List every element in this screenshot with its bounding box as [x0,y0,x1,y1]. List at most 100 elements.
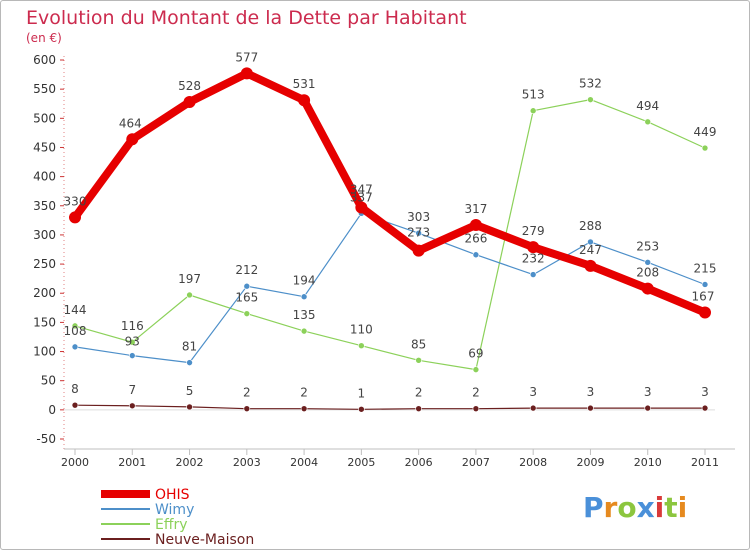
data-point [186,403,193,411]
y-tick-label: 150 [33,315,56,329]
series-line-ohis [71,69,707,317]
data-point [71,343,79,351]
legend-label: Wimy [155,502,194,518]
data-point [300,327,308,335]
proxiti-logo: Proxiti [583,491,687,524]
data-label: 513 [522,88,545,102]
data-point [186,291,193,299]
y-tick-label: -50 [36,432,56,446]
y-tick-label: 250 [33,257,56,271]
data-point [527,241,540,254]
x-tick-label: 2005 [347,456,375,469]
data-point [71,322,79,330]
data-point [472,405,480,412]
x-tick-label: 2008 [519,456,547,469]
data-point [644,259,652,266]
x-tick-label: 2001 [118,456,146,469]
y-tick-label: 550 [33,82,56,96]
y-tick-label: 400 [33,170,56,184]
axes: -50 0 50 100 150 200 250 300 350 400 450 500 550 600 2… [33,53,735,469]
y-tick-label: 500 [33,111,56,125]
data-label: 288 [579,219,602,233]
chart-title: Evolution du Montant de la Dette par Hab… [26,7,467,29]
data-label: 2 [415,386,423,400]
data-point [587,96,594,103]
data-point [183,95,196,108]
data-point [472,251,480,259]
data-point [469,219,482,232]
x-tick-label: 2007 [462,456,490,469]
x-tick-label: 2011 [691,456,719,469]
legend-label: Effry [155,517,188,533]
data-label: 194 [293,274,316,288]
y-tick-label: 200 [33,286,56,300]
data-label: 2 [472,386,480,400]
data-point [126,133,139,146]
x-tick-label: 2010 [634,456,662,469]
data-label: 273 [407,226,430,240]
legend-label: Neuve-Maison [155,532,254,548]
data-label: 253 [636,239,659,253]
data-label: 494 [636,99,659,113]
data-label: 165 [235,291,258,305]
data-point [699,306,711,319]
data-label: 7 [128,383,136,397]
data-point [584,259,597,272]
data-label: 116 [121,319,144,333]
data-label: 2 [300,386,308,400]
data-label: 464 [119,116,142,130]
data-label: 3 [644,385,652,399]
chart-subtitle: (en €) [26,31,62,45]
data-point [128,352,136,359]
data-point [415,356,422,364]
x-tick-label: 2000 [61,456,89,469]
data-point [240,67,253,80]
data-label: 135 [293,308,316,322]
data-label: 167 [692,289,715,303]
data-label: 337 [350,190,373,204]
data-point [587,238,594,246]
series-line-effry [74,98,706,371]
proxiti-logo-text: Proxiti [583,491,687,524]
data-point [587,404,594,412]
data-label: 85 [411,337,426,351]
data-label: 212 [235,263,258,277]
data-point [472,366,480,373]
data-point [243,405,251,412]
data-label: 81 [182,340,197,354]
data-point [644,118,652,126]
data-label: 266 [464,232,487,246]
data-label: 108 [64,324,87,338]
y-tick-label: 100 [33,345,56,359]
data-label: 317 [464,202,487,216]
x-tick-label: 2004 [290,456,318,469]
data-point [300,405,308,412]
data-label: 5 [186,384,194,398]
data-label: 69 [468,347,483,361]
data-point [701,281,709,288]
data-label: 3 [701,385,709,399]
data-point [529,271,537,278]
series-line-wimy [74,212,706,364]
data-label: 3 [529,385,537,399]
data-point [186,359,193,366]
data-label: 531 [293,77,316,91]
y-tick-label: 50 [41,374,56,388]
data-label: 577 [235,50,258,64]
data-label: 215 [694,261,717,275]
data-label: 93 [125,335,140,349]
data-point [701,404,709,412]
x-tick-label: 2009 [576,456,604,469]
x-tick-label: 2003 [233,456,261,469]
data-point [243,282,251,290]
data-label: 144 [64,303,87,317]
data-point [243,310,251,317]
data-point [300,293,308,301]
data-point [644,404,652,412]
data-point [415,229,422,237]
y-tick-label: 350 [33,199,56,213]
y-tick-label: 300 [33,228,56,242]
